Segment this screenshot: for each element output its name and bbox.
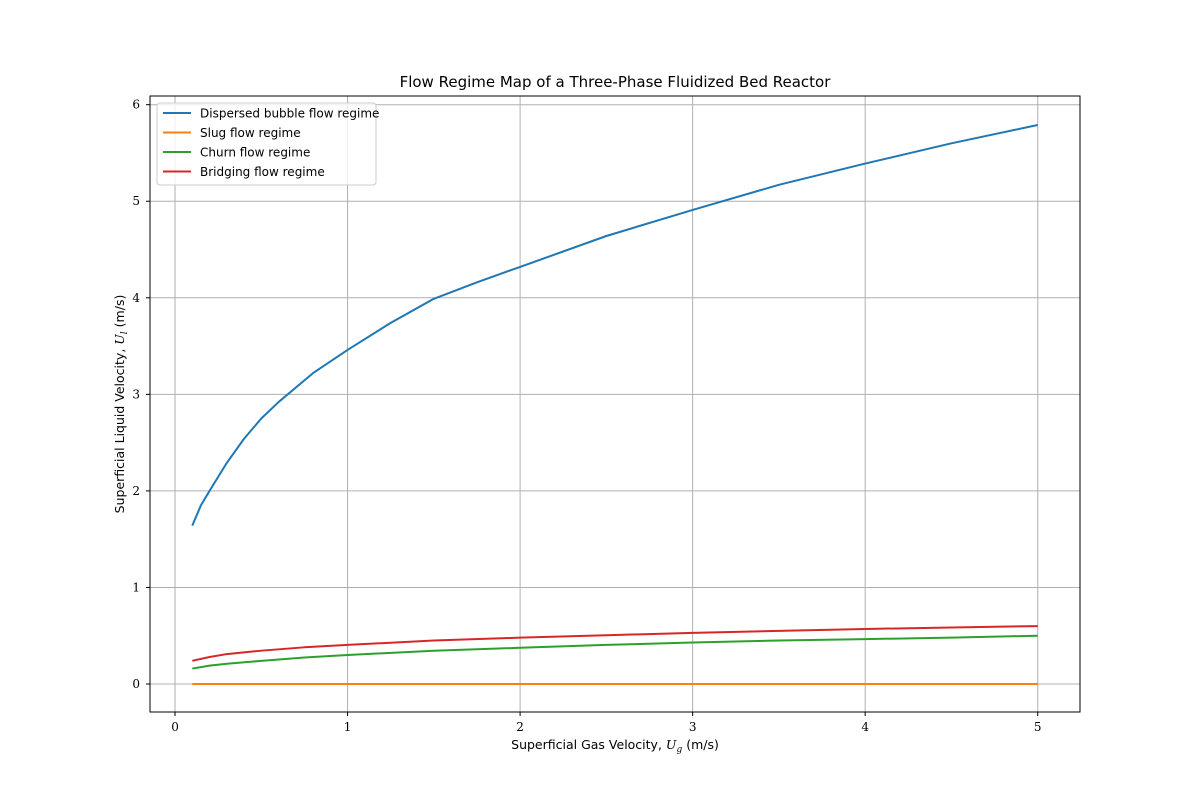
plot-frame [149, 95, 1081, 713]
legend-entry: Churn flow regime [163, 146, 310, 160]
x-axis-label-unit: (m/s) [682, 737, 719, 752]
x-tick-label: 4 [861, 720, 869, 734]
y-tick-label: 2 [132, 484, 140, 498]
x-tick-label: 0 [171, 720, 179, 734]
series-line-3 [192, 634, 1038, 670]
series-line-4 [192, 625, 1038, 662]
x-tick-label: 1 [344, 720, 352, 734]
y-axis-label-text: Superficial Liquid Velocity, [112, 345, 127, 514]
x-axis-ticks: 0 1 2 3 4 5 [171, 712, 1042, 734]
legend-label: Dispersed bubble flow regime [200, 107, 379, 121]
y-tick-label: 4 [132, 291, 140, 305]
y-axis-label: Superficial Liquid Velocity, Ul (m/s) [112, 295, 130, 514]
y-axis-label-unit: (m/s) [112, 295, 127, 332]
y-tick-label: 0 [132, 677, 140, 691]
y-axis-ticks: 0 1 2 3 4 5 6 [132, 98, 150, 691]
y-tick-label: 5 [132, 194, 140, 208]
legend-label: Bridging flow regime [200, 165, 325, 179]
legend-entry: Bridging flow regime [163, 165, 325, 179]
grid-lines [150, 96, 1080, 712]
y-axis-label-subscript: l [120, 331, 130, 334]
y-axis-label-symbol: U [112, 334, 127, 345]
y-tick-label: 3 [132, 387, 140, 401]
x-axis-label-subscript: g [676, 745, 682, 755]
x-axis-label-symbol: U [666, 737, 677, 752]
legend: Dispersed bubble flow regime Slug flow r… [156, 102, 379, 186]
x-tick-label: 5 [1034, 720, 1042, 734]
x-axis-label-text: Superficial Gas Velocity, [511, 737, 666, 752]
series-line-1 [191, 123, 1038, 527]
x-tick-label: 3 [689, 720, 697, 734]
series-lines [191, 123, 1038, 685]
x-tick-label: 2 [516, 720, 524, 734]
y-tick-label: 1 [132, 580, 140, 594]
legend-entry: Dispersed bubble flow regime [163, 107, 379, 121]
legend-label: Churn flow regime [200, 146, 310, 160]
legend-entry: Slug flow regime [163, 126, 301, 140]
y-tick-label: 6 [132, 98, 140, 112]
chart-title: Flow Regime Map of a Three-Phase Fluidiz… [400, 73, 832, 91]
x-axis-label: Superficial Gas Velocity, Ug (m/s) [511, 737, 719, 755]
legend-label: Slug flow regime [200, 126, 301, 140]
legend-box [156, 102, 377, 186]
